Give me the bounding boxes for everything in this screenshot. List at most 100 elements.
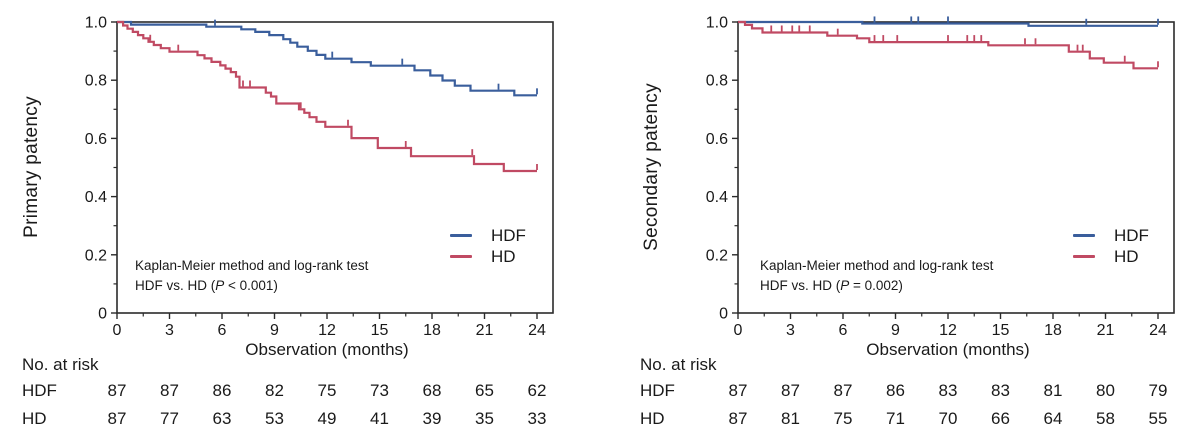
legend-label-hdf: HDF <box>1114 225 1149 245</box>
risk-count-hd: 58 <box>1096 409 1115 428</box>
risk-count-hdf: 87 <box>729 381 748 400</box>
km-curve-hdf <box>117 20 537 97</box>
x-tick-label: 9 <box>270 322 279 339</box>
y-tick-label: 1.0 <box>706 15 728 32</box>
legend-label-hd: HD <box>491 246 516 266</box>
risk-count-hd: 41 <box>370 409 389 428</box>
risk-count-hd: 77 <box>160 409 179 428</box>
risk-count-hd: 71 <box>886 409 905 428</box>
y-axis-title: Secondary patency <box>641 83 662 251</box>
y-tick-label: 1.0 <box>85 15 107 32</box>
hd-line-swatch <box>450 254 472 259</box>
y-tick-label: 0.4 <box>706 189 728 206</box>
y-tick-label: 0.2 <box>706 247 728 264</box>
risk-count-hdf: 65 <box>475 381 494 400</box>
risk-count-hd: 39 <box>423 409 442 428</box>
risk-count-hd: 49 <box>318 409 337 428</box>
y-tick-label: 0.4 <box>85 189 107 206</box>
annotation-line1: Kaplan-Meier method and log-rank test <box>760 258 994 273</box>
risk-count-hdf: 86 <box>886 381 905 400</box>
risk-count-hdf: 75 <box>318 381 337 400</box>
risk-row-label-hd: HD <box>640 409 665 428</box>
km-plot-secondary: 0 3 6 9 12 15 18 21 24 1.0 0.8 0.6 0.4 0.2 0 87 87 87 86 83… <box>706 15 1175 428</box>
risk-count-hd: 87 <box>729 409 748 428</box>
risk-count-hdf: 87 <box>108 381 127 400</box>
risk-count-hdf: 80 <box>1096 381 1115 400</box>
risk-count-hdf: 83 <box>991 381 1010 400</box>
risk-count-hd: 75 <box>834 409 853 428</box>
risk-count-hdf: 86 <box>213 381 232 400</box>
x-tick-label: 12 <box>318 322 336 339</box>
legend: HDF HD <box>1073 225 1149 267</box>
p-value-symbol: P <box>215 278 225 293</box>
risk-count-hd: 35 <box>475 409 494 428</box>
risk-count-hdf: 73 <box>370 381 389 400</box>
risk-count-hdf: 83 <box>939 381 958 400</box>
y-tick-label: 0.6 <box>706 131 728 148</box>
risk-count-hd: 70 <box>939 409 958 428</box>
x-axis-title: Observation (months) <box>245 340 409 359</box>
risk-count-hdf: 81 <box>1044 381 1063 400</box>
x-axis-title: Observation (months) <box>866 340 1030 359</box>
risk-count-hd: 63 <box>213 409 232 428</box>
km-figure-primary-patency: 0 3 6 9 12 15 18 21 24 1.0 0.8 0.6 0.4 0.2 0 87 87 86 82 75… <box>21 15 554 428</box>
km-plot-primary: 0 3 6 9 12 15 18 21 24 1.0 0.8 0.6 0.4 0.2 0 87 87 86 82 75… <box>85 15 554 428</box>
annotation-line1: Kaplan-Meier method and log-rank test <box>135 258 369 273</box>
y-tick-label: 0.8 <box>85 73 107 90</box>
p-value-symbol: P <box>840 278 850 293</box>
risk-count-hd: 87 <box>108 409 127 428</box>
annotation-line2: HDF vs. HD (P < 0.001) <box>135 278 278 293</box>
legend-label-hd: HD <box>1114 246 1139 266</box>
risk-count-hd: 81 <box>781 409 800 428</box>
risk-count-hdf: 62 <box>528 381 547 400</box>
km-curve-hd <box>117 20 537 173</box>
risk-count-hdf: 79 <box>1149 381 1168 400</box>
risk-table-title: No. at risk <box>640 355 717 374</box>
x-tick-label: 3 <box>786 322 795 339</box>
x-tick-label: 0 <box>113 322 122 339</box>
x-tick-label: 9 <box>891 322 900 339</box>
risk-count-hdf: 87 <box>781 381 800 400</box>
risk-count-hd: 33 <box>528 409 547 428</box>
x-tick-label: 6 <box>839 322 848 339</box>
risk-count-hdf: 82 <box>265 381 284 400</box>
legend-row-hdf: HDF <box>1073 225 1149 246</box>
risk-row-label-hdf: HDF <box>640 381 675 400</box>
y-axis-title: Primary patency <box>21 96 42 238</box>
x-tick-label: 12 <box>939 322 957 339</box>
risk-row-label-hdf: HDF <box>22 381 57 400</box>
risk-count-hd: 55 <box>1149 409 1168 428</box>
risk-count-hd: 64 <box>1044 409 1063 428</box>
stats-annotation: Kaplan-Meier method and log-rank test HD… <box>135 256 368 296</box>
x-tick-label: 18 <box>1044 322 1062 339</box>
y-tick-label: 0.6 <box>85 131 107 148</box>
x-tick-label: 3 <box>165 322 174 339</box>
hdf-line-swatch <box>1073 233 1095 238</box>
risk-row-label-hd: HD <box>22 409 47 428</box>
x-tick-label: 24 <box>528 322 546 339</box>
risk-count-hdf: 87 <box>834 381 853 400</box>
hd-line-swatch <box>1073 254 1095 259</box>
km-figure-secondary-patency: 0 3 6 9 12 15 18 21 24 1.0 0.8 0.6 0.4 0.2 0 87 87 87 86 83… <box>600 0 1200 440</box>
y-tick-label: 0.2 <box>85 247 107 264</box>
legend-label-hdf: HDF <box>491 225 526 245</box>
risk-count-hdf: 87 <box>160 381 179 400</box>
risk-count-hd: 66 <box>991 409 1010 428</box>
x-tick-label: 0 <box>734 322 743 339</box>
y-tick-label: 0.8 <box>706 73 728 90</box>
legend-row-hd: HD <box>1073 246 1149 267</box>
x-tick-label: 15 <box>371 322 389 339</box>
hdf-line-swatch <box>450 233 472 238</box>
legend-row-hdf: HDF <box>450 225 526 246</box>
risk-count-hdf: 68 <box>423 381 442 400</box>
x-tick-label: 18 <box>423 322 441 339</box>
y-tick-label: 0 <box>719 306 728 323</box>
x-tick-label: 6 <box>218 322 227 339</box>
km-curve-hdf <box>738 20 1158 27</box>
stats-annotation: Kaplan-Meier method and log-rank test HD… <box>760 256 993 296</box>
x-tick-label: 15 <box>992 322 1010 339</box>
risk-count-hd: 53 <box>265 409 284 428</box>
x-tick-label: 21 <box>1097 322 1115 339</box>
legend: HDF HD <box>450 225 526 267</box>
x-tick-label: 24 <box>1149 322 1167 339</box>
